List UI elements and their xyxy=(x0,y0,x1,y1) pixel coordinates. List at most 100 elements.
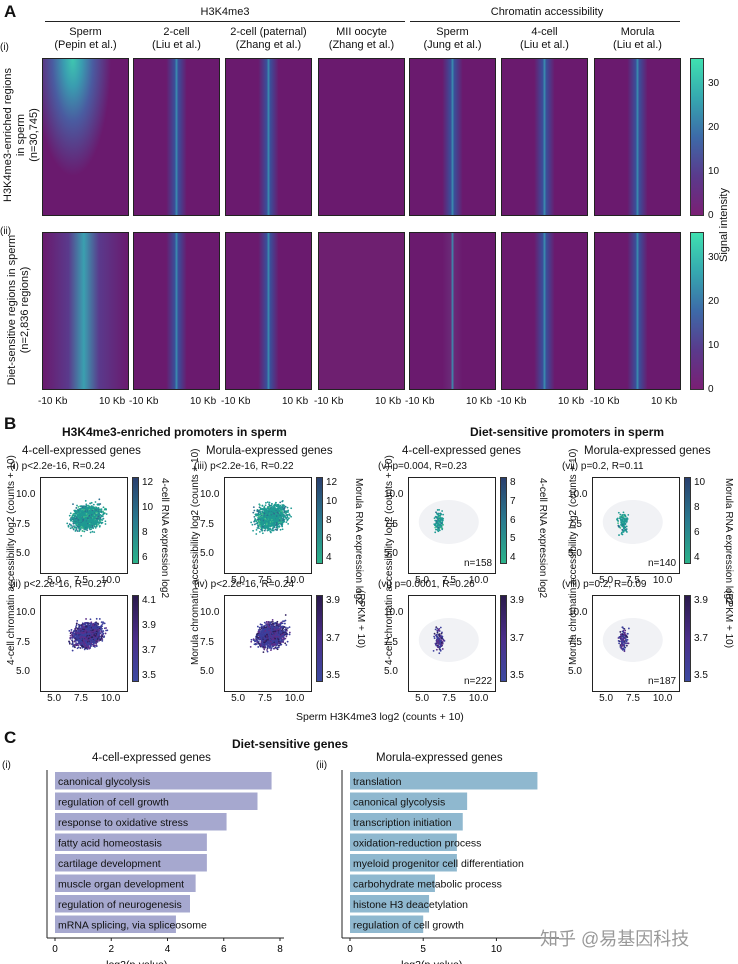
scatter-colorbar-tick: 4 xyxy=(694,552,700,563)
bar-label-1-1: canonical glycolysis xyxy=(353,797,445,809)
heatmap-axis-tick: -10 Kb xyxy=(221,396,251,407)
heatmap-row2-col2 xyxy=(133,232,220,390)
heatmap-axis-tick: -10 Kb xyxy=(129,396,159,407)
bar-xtick-label: 8 xyxy=(277,944,283,955)
row-ii-label: (ii) xyxy=(0,226,12,237)
heatmap-axis-tick: 10 Kb xyxy=(99,396,126,407)
scatter-colorbar-tick: 3.9 xyxy=(510,595,524,606)
cbar-label-rpkm-left: (RPKM + 10) xyxy=(355,590,366,649)
bar-1-3 xyxy=(350,833,457,851)
scatter-xtick: 7.5 xyxy=(442,693,456,704)
row-i-side-line3: (n=30,745) xyxy=(28,108,40,162)
cbar-label-morula-right: Morula RNA expression log2 xyxy=(723,478,734,605)
cbar-label-4cell-right-text: 4-cell RNA expression log2 xyxy=(537,478,548,599)
scatter-xtick: 10.0 xyxy=(468,575,489,586)
scatter-colorbar-tick: 3.5 xyxy=(142,670,156,681)
row-i-side-line1: H3K4me3-enriched regions xyxy=(2,68,14,202)
scatter-stat-label: (vii) p=0.2, R=0.11 xyxy=(562,461,644,472)
row-i-label: (i) xyxy=(0,42,9,53)
panel-b-xlabel: Sperm H3K4me3 log2 (counts + 10) xyxy=(296,711,464,723)
scatter-xtick: 10.0 xyxy=(652,693,673,704)
scatter-stat-label: (i) p<2.2e-16, R=0.24 xyxy=(10,461,106,472)
scatter-colorbar-tick: 8 xyxy=(694,502,700,513)
scatter-ytick: 5.0 xyxy=(384,666,398,678)
bar-0-1 xyxy=(55,792,258,810)
scatter-colorbar-tick: 4.1 xyxy=(142,595,156,606)
bar-label-1-6: histone H3 deacetylation xyxy=(353,899,468,911)
scatter-n-label: n=158 xyxy=(464,558,493,569)
scatter-ytick: 10.0 xyxy=(200,606,220,618)
scatter-plot-viii xyxy=(592,595,680,692)
colorbar-tick: 20 xyxy=(708,122,720,134)
scatter-ytick: 7.5 xyxy=(568,518,582,530)
cbar-label-morula-text: Morula RNA expression log2 xyxy=(353,478,364,605)
cbar-label-4cell-text: 4-cell RNA expression log2 xyxy=(159,478,170,599)
row-i-side-label: H3K4me3-enriched regions in sperm (n=30,… xyxy=(2,60,41,210)
bar-xtick-label: 6 xyxy=(221,944,227,955)
scatter-ytick: 7.5 xyxy=(568,636,582,648)
panel-b-letter: B xyxy=(4,414,17,433)
subtitle-4cell-left: 4-cell-expressed genes xyxy=(22,445,141,457)
column-header-source: (Zhang et al.) xyxy=(328,39,395,51)
bar-xtick-label: 10 xyxy=(491,944,503,955)
scatter-xtick: 7.5 xyxy=(258,693,272,704)
column-header-name: Sperm xyxy=(69,26,102,38)
heatmap-row1-col5 xyxy=(409,58,496,216)
heatmap-axis-tick: -10 Kb xyxy=(314,396,344,407)
scatter-xtick: 10.0 xyxy=(652,575,673,586)
scatter-colorbar-tick: 6 xyxy=(142,552,148,563)
bar-label-0-6: regulation of neurogenesis xyxy=(58,899,182,911)
scatter-xtick: 7.5 xyxy=(258,575,272,586)
scatter-xtick: 5.0 xyxy=(415,693,430,704)
heatmap-axis-tick: -10 Kb xyxy=(38,396,68,407)
column-header-2: 2-cell (paternal) (Zhang et al.) xyxy=(215,26,322,52)
scatter-ytick: 10.0 xyxy=(384,488,404,500)
bar-xlabel-0: -log2(p-value) xyxy=(103,959,168,964)
column-header-name: Sperm xyxy=(436,26,469,38)
heatmap-row2-col6 xyxy=(501,232,588,390)
ylabel-4cell-right: 4-cell chromatin accessibility log2 (cou… xyxy=(384,455,395,665)
colorbar-tick: 20 xyxy=(708,296,720,308)
scatter-plot-ii xyxy=(40,595,128,692)
scatter-ytick: 10.0 xyxy=(200,488,220,500)
bar-1-0 xyxy=(350,772,538,790)
column-header-name: 4-cell xyxy=(531,26,558,38)
heatmap-row2-col4 xyxy=(318,232,405,390)
bar-label-1-5: carbohydrate metabolic process xyxy=(353,879,502,891)
subtitle-4cell-right: 4-cell-expressed genes xyxy=(402,445,521,457)
scatter-colorbar-tick: 10 xyxy=(694,477,706,488)
scatter-ytick: 7.5 xyxy=(384,518,398,530)
heatmap-row1-col4 xyxy=(318,58,405,216)
row-ii-side-line2: (n=2,836 regions) xyxy=(19,266,31,354)
heatmap-axis-tick: 10 Kb xyxy=(190,396,217,407)
scatter-xtick: 7.5 xyxy=(626,575,640,586)
scatter-colorbar-tick: 3.7 xyxy=(326,632,340,644)
row-ii-side-label: Diet-sensitive regions in sperm (n=2,836… xyxy=(6,230,32,390)
bar-label-0-1: regulation of cell growth xyxy=(58,797,169,809)
scatter-n-label: n=222 xyxy=(464,676,493,687)
scatter-colorbar-tick: 3.5 xyxy=(326,670,340,681)
scatter-colorbar-tick: 6 xyxy=(326,533,332,545)
bar-label-0-4: cartilage development xyxy=(58,858,161,870)
scatter-xtick: 5.0 xyxy=(599,575,614,586)
scatter-ytick: 7.5 xyxy=(16,518,30,530)
cbar-label-morula-right-text: Morula RNA expression log2 xyxy=(723,478,734,605)
scatter-colorbar-tick: 10 xyxy=(142,502,154,513)
heatmap-axis-tick: 10 Kb xyxy=(282,396,309,407)
scatter-colorbar-tick: 3.9 xyxy=(326,595,340,606)
scatter-xtick: 5.0 xyxy=(47,693,62,704)
colorbar-tick: 30 xyxy=(708,78,720,90)
heatmap-axis-tick: -10 Kb xyxy=(590,396,620,407)
bar-label-0-3: fatty acid homeostasis xyxy=(58,838,162,850)
bar-1-1 xyxy=(350,792,468,810)
bar-xtick-label: 4 xyxy=(165,944,171,955)
colorbar-tick: 10 xyxy=(708,166,720,178)
heatmap-row2-col7 xyxy=(594,232,681,390)
chromatin-group-line xyxy=(410,21,680,22)
scatter-ytick: 5.0 xyxy=(16,666,30,678)
scatter-colorbar xyxy=(132,595,139,682)
scatter-colorbar-tick: 4 xyxy=(326,552,332,563)
bar-1-6 xyxy=(350,895,430,913)
heatmap-row1-col1 xyxy=(42,58,129,216)
scatter-ytick: 10.0 xyxy=(16,606,36,618)
